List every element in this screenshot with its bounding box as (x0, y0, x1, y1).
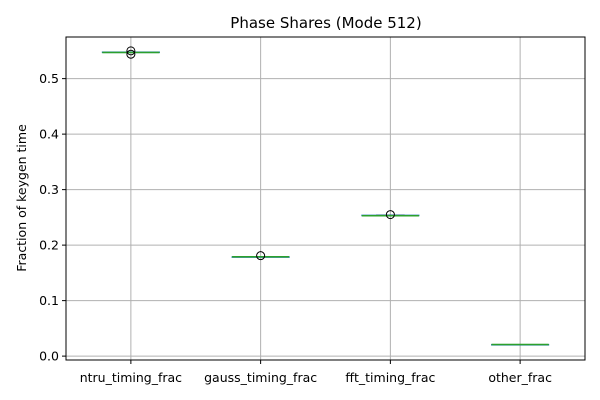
outlier-point (126, 49, 136, 59)
boxes-layer (101, 46, 550, 346)
x-tick-label: gauss_timing_frac (204, 370, 317, 385)
y-tick-label: 0.4 (39, 127, 59, 142)
x-tick-label: fft_timing_frac (345, 370, 435, 385)
y-tick-label: 0.2 (39, 238, 59, 253)
axis-ticks: 0.0 0.1 0.2 0.3 0.4 0.5 ntru_timing_frac gauss_… (39, 71, 552, 385)
plot-area-frame (65, 36, 586, 361)
chart-title: Phase Shares (Mode 512) (230, 14, 421, 32)
grid-lines (66, 37, 585, 360)
y-tick-label: 0.1 (39, 293, 59, 308)
outlier-point (126, 46, 136, 56)
x-tick-label: other_frac (488, 370, 552, 385)
x-tick-label: ntru_timing_frac (80, 370, 182, 385)
y-axis-label: Fraction of keygen time (14, 124, 29, 272)
y-tick-label: 0.0 (39, 349, 59, 364)
y-tick-label: 0.5 (39, 71, 59, 86)
outlier-point (256, 251, 266, 261)
y-tick-label: 0.3 (39, 182, 59, 197)
outlier-point (385, 210, 395, 220)
